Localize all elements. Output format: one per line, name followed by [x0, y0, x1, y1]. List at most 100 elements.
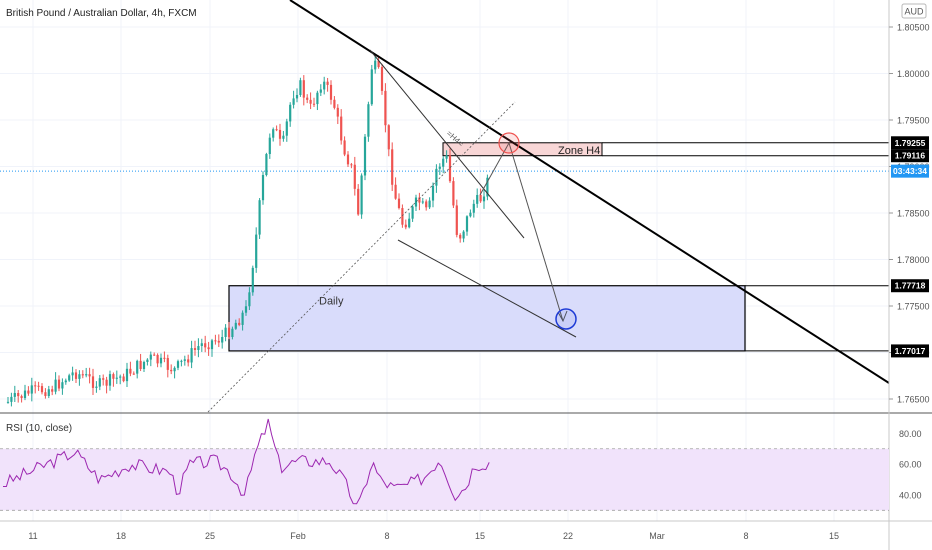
- candle-body: [241, 312, 244, 325]
- time-tick-label: 25: [205, 531, 215, 541]
- candle-body: [455, 205, 458, 235]
- candle-body: [363, 136, 367, 176]
- candle-body: [367, 104, 370, 137]
- candle-body: [353, 164, 356, 189]
- time-tick-label: 11: [28, 531, 37, 541]
- candle-body: [64, 380, 67, 383]
- candle-body: [326, 81, 329, 85]
- candle-body: [224, 327, 227, 337]
- candle-body: [261, 175, 265, 201]
- candle-body: [85, 374, 88, 376]
- daily-zone-rect[interactable]: [228, 285, 746, 352]
- candle-body: [54, 379, 57, 392]
- candle-body: [248, 292, 251, 307]
- time-tick-label: 8: [384, 531, 389, 541]
- candle-body: [187, 359, 190, 363]
- candle-body: [465, 216, 469, 232]
- target-circle-blue[interactable]: [555, 308, 577, 330]
- candle-body: [173, 367, 176, 372]
- candle-body: [98, 378, 101, 387]
- candle-body: [309, 99, 312, 104]
- candle-body: [214, 340, 217, 342]
- candle-body: [190, 348, 193, 363]
- level-lines: [0, 142, 889, 352]
- time-axis[interactable]: 11 18 25 Feb 8 15 22 Mar 8 15: [28, 531, 839, 541]
- candle-body: [343, 140, 346, 155]
- channel-upper-line[interactable]: [369, 49, 525, 239]
- candle-body: [231, 328, 234, 337]
- main-trendline[interactable]: [289, 0, 890, 384]
- price-level-badge: [891, 149, 929, 163]
- candle-body: [391, 149, 394, 185]
- dotted-support-line[interactable]: [207, 101, 516, 413]
- candle-body: [176, 361, 180, 368]
- drawings[interactable]: [207, 0, 890, 413]
- candle-body: [221, 336, 224, 343]
- channel-lower-line[interactable]: [397, 239, 577, 338]
- grid: [0, 0, 889, 521]
- candle-body: [401, 208, 404, 225]
- price-tick-label: 1.77500: [897, 302, 930, 312]
- candle-body: [418, 197, 421, 203]
- countdown-badge: [891, 164, 929, 178]
- price-tick-label: 1.80000: [897, 69, 930, 79]
- countdown-label: 03:43:34: [893, 166, 927, 176]
- candle-body: [295, 94, 299, 99]
- candle-body: [234, 322, 237, 329]
- rsi-tick-label: 40.00: [899, 490, 922, 500]
- candle-body: [350, 164, 353, 166]
- candle-body: [482, 196, 486, 202]
- candle-body: [122, 376, 125, 382]
- candle-body: [149, 354, 152, 360]
- candle-body: [360, 175, 363, 215]
- time-tick-label: 15: [829, 531, 839, 541]
- candle-body: [142, 361, 146, 370]
- candle-body: [200, 343, 203, 347]
- rsi-band-lines: [0, 448, 889, 511]
- target-circle-red[interactable]: [498, 132, 520, 154]
- candle-body: [452, 181, 455, 206]
- currency-badge-label: AUD: [904, 7, 924, 17]
- candle-body: [193, 348, 197, 350]
- candle-body: [408, 218, 411, 228]
- candle-body: [370, 69, 373, 105]
- price-level-badge: [891, 136, 929, 150]
- candle-body: [102, 378, 105, 380]
- candle-body: [435, 168, 438, 186]
- candle-body: [486, 177, 489, 197]
- candle-body: [421, 201, 424, 203]
- candle-body: [23, 390, 27, 399]
- price-tick-label: 1.78500: [897, 209, 930, 219]
- candle-body: [105, 379, 108, 386]
- candle-body: [163, 357, 166, 359]
- candle-body: [156, 354, 159, 364]
- candle-body: [91, 376, 95, 388]
- candle-body: [132, 373, 135, 375]
- projection-down-arrow[interactable]: [508, 142, 564, 322]
- price-level-label: 1.77017: [895, 346, 926, 356]
- candle-body: [377, 60, 380, 68]
- candle-body: [431, 185, 435, 201]
- candle-body: [316, 92, 319, 105]
- price-tick-label: 1.76500: [897, 395, 930, 405]
- candle-body: [170, 369, 173, 372]
- candle-body: [108, 374, 112, 386]
- candle-body: [448, 155, 452, 182]
- candle-body: [425, 201, 428, 208]
- price-level-badge: [891, 344, 929, 358]
- candle-body: [227, 327, 231, 337]
- currency-badge[interactable]: [901, 3, 927, 19]
- candle-body: [374, 60, 377, 70]
- zone-h4-label: Zone H4: [558, 145, 600, 157]
- price-tick-label: 1.78000: [897, 255, 930, 265]
- candle-body: [479, 194, 482, 202]
- candle-body: [244, 306, 248, 313]
- candle-body: [20, 396, 23, 399]
- candle-body: [115, 377, 118, 379]
- candle-body: [197, 346, 200, 350]
- candle-body: [258, 200, 261, 235]
- candle-body: [217, 340, 220, 343]
- candle-body: [112, 374, 115, 379]
- rsi-tick-label: 80.00: [899, 429, 922, 439]
